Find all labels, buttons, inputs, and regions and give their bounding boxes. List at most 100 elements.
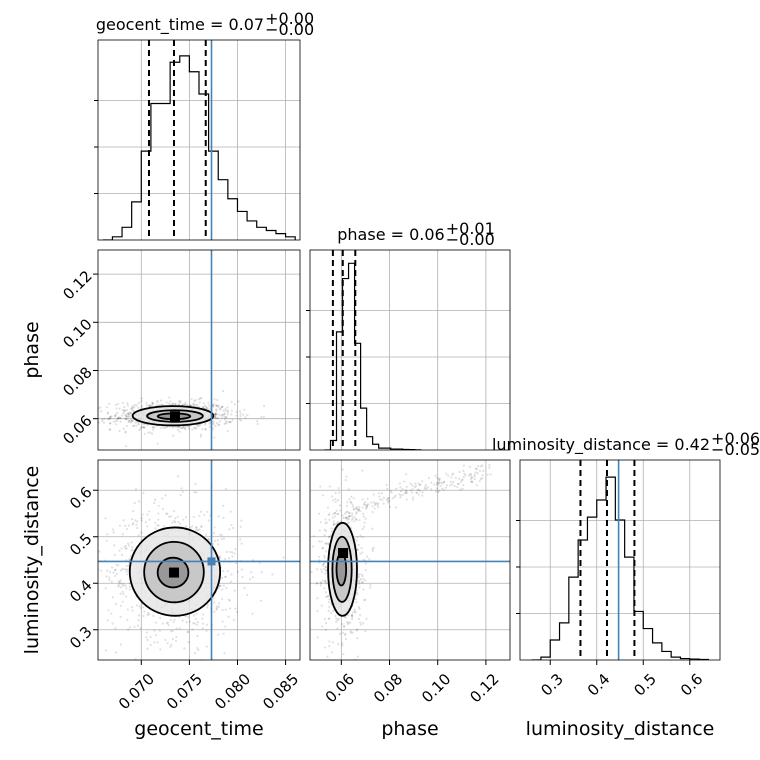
panel-title-phase: phase = 0.06 +0.01−0.00	[337, 219, 495, 249]
sample-point	[122, 519, 125, 522]
sample-point	[402, 493, 405, 496]
sample-point	[478, 469, 482, 473]
sample-point	[224, 608, 227, 611]
sample-point	[348, 498, 351, 501]
sample-point	[260, 416, 263, 419]
sample-point	[216, 416, 220, 419]
sample-point	[212, 597, 215, 600]
sample-point	[148, 404, 151, 408]
sample-point	[355, 591, 358, 594]
sample-point	[344, 616, 347, 619]
sample-point	[333, 512, 337, 515]
sample-point	[127, 419, 130, 422]
sample-point	[140, 519, 144, 522]
sample-point	[405, 473, 408, 476]
sample-point	[183, 647, 186, 650]
sample-point	[338, 504, 342, 507]
sample-point	[124, 544, 128, 547]
sample-point	[181, 426, 184, 430]
x-tick-label: 0.3	[537, 670, 567, 700]
sample-point	[230, 409, 233, 412]
sample-point	[328, 485, 332, 488]
sample-point	[119, 416, 122, 420]
sample-point	[108, 578, 111, 582]
sample-point	[112, 571, 115, 574]
sample-point	[166, 621, 170, 624]
sample-point	[327, 535, 331, 538]
sample-point	[360, 546, 363, 550]
sample-point	[363, 598, 366, 601]
sample-point	[320, 570, 324, 574]
scatter-panel-geocent_time-luminosity_distance	[68, 460, 300, 668]
sample-point	[184, 428, 187, 431]
sample-point	[488, 464, 491, 467]
sample-point	[145, 401, 148, 404]
sample-point	[159, 426, 162, 430]
sample-point	[119, 586, 122, 589]
sample-point	[469, 480, 472, 483]
sample-point	[117, 416, 120, 419]
sample-point	[213, 436, 216, 439]
sample-point	[123, 409, 126, 412]
y-axis-label-luminosity_distance: luminosity_distance	[21, 466, 43, 655]
sample-point	[211, 543, 215, 546]
sample-point	[473, 477, 476, 481]
sample-point	[153, 501, 156, 505]
sample-point	[352, 508, 355, 511]
scatter-panel-phase-luminosity_distance	[310, 460, 510, 660]
sample-point	[131, 545, 134, 549]
sample-point	[445, 472, 448, 475]
sample-point	[187, 427, 191, 430]
sample-point	[115, 572, 118, 576]
sample-point	[324, 572, 327, 575]
sample-point	[351, 514, 354, 518]
sample-point	[361, 581, 364, 584]
sample-point	[234, 548, 237, 551]
sample-point	[222, 389, 225, 393]
sample-point	[68, 562, 70, 564]
sample-point	[214, 413, 217, 416]
sample-point	[115, 563, 118, 566]
sample-point	[335, 523, 338, 526]
x-tick-label: 0.6	[677, 670, 707, 700]
sample-point	[344, 512, 347, 515]
sample-point	[125, 547, 128, 550]
sample-point	[156, 442, 159, 445]
sample-point	[119, 420, 122, 423]
title-upper-error: +0.06	[711, 429, 760, 448]
sample-point	[363, 503, 367, 506]
sample-point	[212, 427, 215, 430]
sample-point	[243, 408, 246, 411]
sample-point	[321, 563, 325, 566]
sample-point	[112, 420, 116, 423]
sample-point	[118, 429, 121, 433]
sample-point	[137, 534, 140, 537]
sample-point	[157, 518, 160, 521]
sample-point	[326, 655, 329, 658]
sample-point	[311, 545, 315, 548]
sample-point	[324, 522, 327, 525]
sample-point	[124, 431, 127, 434]
sample-point	[481, 464, 484, 467]
sample-point	[356, 636, 359, 640]
sample-point	[325, 595, 328, 599]
sample-point	[196, 528, 200, 532]
sample-point	[201, 428, 204, 431]
sample-point	[219, 407, 222, 410]
sample-point	[411, 498, 414, 501]
sample-point	[229, 580, 233, 583]
sample-point	[435, 490, 438, 493]
sample-point	[175, 627, 178, 630]
sample-point	[321, 547, 324, 550]
sample-point	[333, 511, 336, 515]
sample-point	[451, 473, 454, 476]
x-tick-label: 0.5	[630, 670, 660, 700]
sample-point	[176, 428, 180, 431]
sample-point	[168, 396, 171, 399]
sample-point	[421, 494, 424, 497]
sample-point	[131, 523, 134, 526]
sample-point	[399, 489, 403, 493]
sample-point	[361, 536, 364, 539]
sample-point	[244, 666, 246, 668]
sample-point	[462, 464, 465, 467]
